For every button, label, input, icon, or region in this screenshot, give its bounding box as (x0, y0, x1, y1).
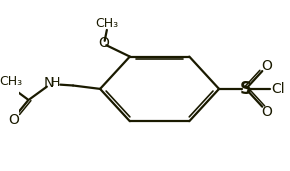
Text: O: O (9, 113, 19, 127)
Text: O: O (261, 59, 272, 73)
Text: CH₃: CH₃ (95, 17, 118, 30)
Text: O: O (99, 36, 110, 50)
Text: CH₃: CH₃ (0, 75, 22, 88)
Text: S: S (240, 80, 252, 98)
Text: O: O (261, 105, 272, 119)
Text: H: H (51, 76, 60, 89)
Text: Cl: Cl (272, 82, 285, 96)
Text: N: N (44, 76, 54, 90)
